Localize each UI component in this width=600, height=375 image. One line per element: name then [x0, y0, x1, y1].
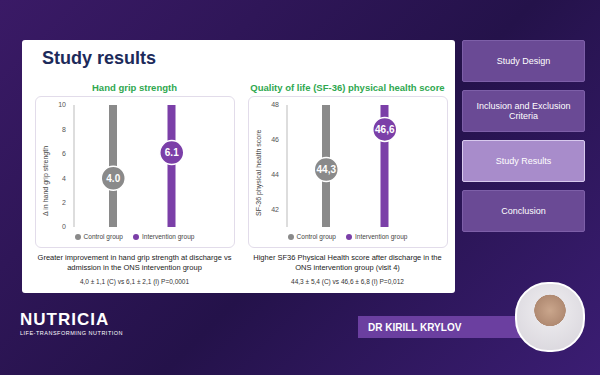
html-text:NUTRICIA: NUTRICIA	[20, 310, 110, 329]
html-text:Study Results: Study Results	[495, 156, 552, 166]
html-text:Intervention group: Intervention group	[355, 233, 408, 240]
svg-text:Δ in hand grip strength: Δ in hand grip strength	[42, 146, 50, 216]
html-text:Conclusion: Conclusion	[501, 206, 546, 216]
svg-text:8: 8	[62, 126, 66, 133]
html-text:Greater improvement in hand gr: Greater improvement in hand grip strengt…	[37, 253, 232, 272]
svg-text:4.0: 4.0	[106, 173, 120, 184]
html-text:Quality of life (SF-36) physic: Quality of life (SF-36) physical health …	[250, 82, 445, 93]
svg-text:46: 46	[271, 136, 279, 143]
svg-text:46,6: 46,6	[375, 124, 395, 135]
svg-text:6: 6	[62, 150, 66, 157]
html-text:Study Design: Study Design	[496, 56, 551, 66]
html-text:Higher SF36 Physical Health sc: Higher SF36 Physical Health score after …	[253, 253, 442, 272]
svg-text:10: 10	[58, 101, 66, 108]
svg-text:48: 48	[271, 101, 279, 108]
html-text:Inclusion and Exclusion Criter: Inclusion and Exclusion Criteria	[476, 101, 571, 121]
html-text:LIFE-TRANSFORMING NUTRITION: LIFE-TRANSFORMING NUTRITION	[20, 330, 123, 336]
html-text:Hand grip strength: Hand grip strength	[92, 82, 177, 93]
html-text:Intervention group: Intervention group	[142, 233, 195, 240]
svg-text:44,3: 44,3	[316, 164, 336, 175]
svg-text:44: 44	[271, 171, 279, 178]
html-text:DR KIRILL KRYLOV: DR KIRILL KRYLOV	[368, 321, 462, 333]
svg-text:0: 0	[62, 223, 66, 230]
svg-text:4: 4	[62, 175, 66, 182]
svg-text:42: 42	[271, 206, 279, 213]
svg-text:6.1: 6.1	[164, 147, 178, 158]
html-text:4,0 ± 1,1 (C) vs 6,1 ± 2,1 (I): 4,0 ± 1,1 (C) vs 6,1 ± 2,1 (I) P=0,0001	[79, 278, 190, 285]
html-text:Control group: Control group	[83, 233, 123, 240]
html-text:44,3 ± 5,4 (C) vs 46,6 ± 6,8 (: 44,3 ± 5,4 (C) vs 46,6 ± 6,8 (I) P=0,012	[291, 278, 404, 285]
html-text:Study results: Study results	[42, 48, 156, 68]
svg-text:2: 2	[62, 199, 66, 206]
html-text:Control group: Control group	[296, 233, 336, 240]
svg-text:SF-36 physical health score: SF-36 physical health score	[255, 130, 263, 216]
